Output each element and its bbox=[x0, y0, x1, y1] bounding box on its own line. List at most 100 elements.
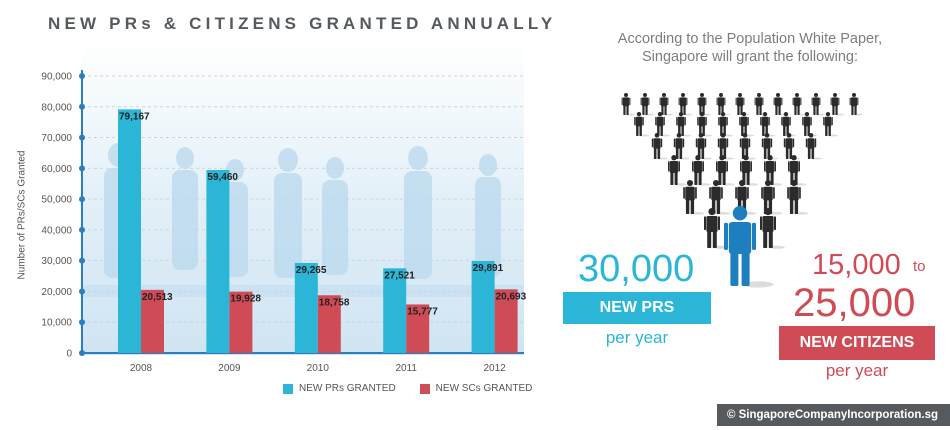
person-icon bbox=[805, 133, 817, 159]
person-icon bbox=[735, 93, 745, 115]
bar-scs-2010 bbox=[317, 295, 341, 353]
person-icon bbox=[640, 93, 650, 115]
person-icon bbox=[659, 93, 669, 115]
data-label: 15,777 bbox=[407, 306, 438, 317]
legend-item-prs: NEW PRs GRANTED bbox=[283, 383, 396, 394]
person-icon bbox=[739, 112, 749, 136]
bar-prs-2012 bbox=[471, 261, 495, 353]
person-icon bbox=[811, 93, 821, 115]
bar-prs-2010 bbox=[294, 262, 318, 353]
person-icon bbox=[678, 93, 688, 115]
bar-scs-2012 bbox=[494, 289, 518, 353]
x-axis-ticks: 2008 2009 2010 2011 2012 bbox=[130, 363, 506, 374]
person-icon bbox=[781, 112, 791, 136]
person-icon bbox=[655, 112, 665, 136]
sc-number-low: 15,000 bbox=[812, 249, 901, 281]
intro-line-2: Singapore will grant the following: bbox=[641, 49, 858, 65]
bar-prs-2008 bbox=[118, 109, 141, 353]
bar-scs-2011 bbox=[406, 304, 430, 353]
y-tick-label: 80,000 bbox=[41, 102, 72, 113]
data-label: 29,265 bbox=[296, 265, 327, 276]
data-label: 27,521 bbox=[384, 270, 415, 281]
person-icon bbox=[792, 93, 802, 115]
sc-to-word: to bbox=[913, 258, 926, 275]
person-icon bbox=[634, 112, 644, 136]
person-icon bbox=[849, 93, 859, 115]
person-icon bbox=[764, 155, 776, 185]
sc-number-high: 25,000 bbox=[793, 281, 916, 325]
bar-scs-2009 bbox=[229, 291, 253, 353]
y-tick-label: 30,000 bbox=[41, 256, 72, 267]
person-icon bbox=[697, 93, 707, 115]
y-tick-label: 20,000 bbox=[41, 287, 72, 298]
intro-text: According to the Population White Paper,… bbox=[560, 30, 940, 66]
legend-swatch-scs bbox=[419, 383, 430, 394]
person-icon bbox=[783, 133, 795, 159]
pr-label-box: NEW PRS bbox=[563, 292, 711, 324]
person-icon bbox=[695, 133, 707, 159]
person-icon bbox=[683, 180, 697, 214]
sc-per-year: per year bbox=[825, 361, 889, 380]
bar-prs-2009 bbox=[206, 169, 230, 353]
chart-title: NEW PRs & CITIZENS GRANTED ANNUALLY bbox=[48, 14, 557, 33]
credit-badge: © SingaporeCompanyIncorporation.sg bbox=[716, 404, 950, 426]
person-icon bbox=[692, 155, 704, 185]
data-label: 29,891 bbox=[473, 263, 504, 274]
person-icon bbox=[716, 93, 726, 115]
data-label: 20,693 bbox=[496, 291, 527, 302]
person-icon bbox=[823, 112, 833, 136]
data-label: 59,460 bbox=[207, 172, 238, 183]
legend: NEW PRs GRANTED NEW SCs GRANTED bbox=[283, 383, 532, 394]
bars: 79,167 20,513 59,460 19,928 29,265 18,758 27,5… bbox=[118, 109, 527, 353]
legend-label-prs: NEW PRs GRANTED bbox=[299, 383, 396, 394]
person-icon bbox=[773, 93, 783, 115]
intro-line-1: According to the Population White Paper, bbox=[617, 31, 883, 47]
x-tick-label: 2010 bbox=[307, 363, 330, 374]
legend-swatch-prs bbox=[283, 383, 293, 394]
y-tick-label: 0 bbox=[66, 349, 72, 360]
person-icon bbox=[787, 180, 801, 214]
person-icon bbox=[676, 112, 686, 136]
person-icon bbox=[802, 112, 812, 136]
bar-prs-2011 bbox=[383, 268, 407, 353]
legend-item-scs: NEW SCs GRANTED bbox=[419, 383, 533, 394]
person-icon bbox=[754, 93, 764, 115]
x-tick-label: 2008 bbox=[130, 363, 153, 374]
person-icon bbox=[697, 112, 707, 136]
person-icon bbox=[651, 133, 663, 159]
bar-chart: 0 10,000 20,000 30,000 40,000 50,000 60,000 70,… bbox=[41, 40, 527, 374]
x-tick-label: 2012 bbox=[483, 363, 506, 374]
y-tick-label: 50,000 bbox=[41, 195, 72, 206]
data-label: 20,513 bbox=[142, 292, 173, 303]
person-icon bbox=[739, 133, 751, 159]
data-label: 79,167 bbox=[119, 111, 150, 122]
y-tick-label: 10,000 bbox=[41, 318, 72, 329]
sc-label-box: NEW CITIZENS bbox=[779, 326, 935, 360]
y-tick-label: 90,000 bbox=[41, 72, 72, 83]
person-icon bbox=[621, 93, 631, 115]
y-tick-label: 40,000 bbox=[41, 225, 72, 236]
person-icon bbox=[716, 155, 728, 185]
person-icon bbox=[673, 133, 685, 159]
data-label: 19,928 bbox=[230, 294, 261, 305]
legend-label-scs: NEW SCs GRANTED bbox=[435, 383, 533, 394]
pr-per-year: per year bbox=[605, 328, 669, 347]
person-icon bbox=[668, 155, 680, 185]
person-icon bbox=[830, 93, 840, 115]
y-tick-label: 60,000 bbox=[41, 164, 72, 175]
person-icon bbox=[704, 208, 720, 248]
person-icon bbox=[788, 155, 800, 185]
person-icon bbox=[717, 133, 729, 159]
highlighted-person-icon bbox=[724, 206, 756, 286]
data-label: 18,758 bbox=[319, 297, 350, 308]
person-icon bbox=[760, 208, 776, 248]
bar-scs-2008 bbox=[141, 289, 164, 353]
person-icon bbox=[718, 112, 728, 136]
y-tick-label: 70,000 bbox=[41, 133, 72, 144]
x-tick-label: 2011 bbox=[395, 363, 417, 374]
x-tick-label: 2009 bbox=[218, 363, 241, 374]
pr-number: 30,000 bbox=[578, 248, 695, 290]
person-icon bbox=[740, 155, 752, 185]
person-icon bbox=[760, 112, 770, 136]
